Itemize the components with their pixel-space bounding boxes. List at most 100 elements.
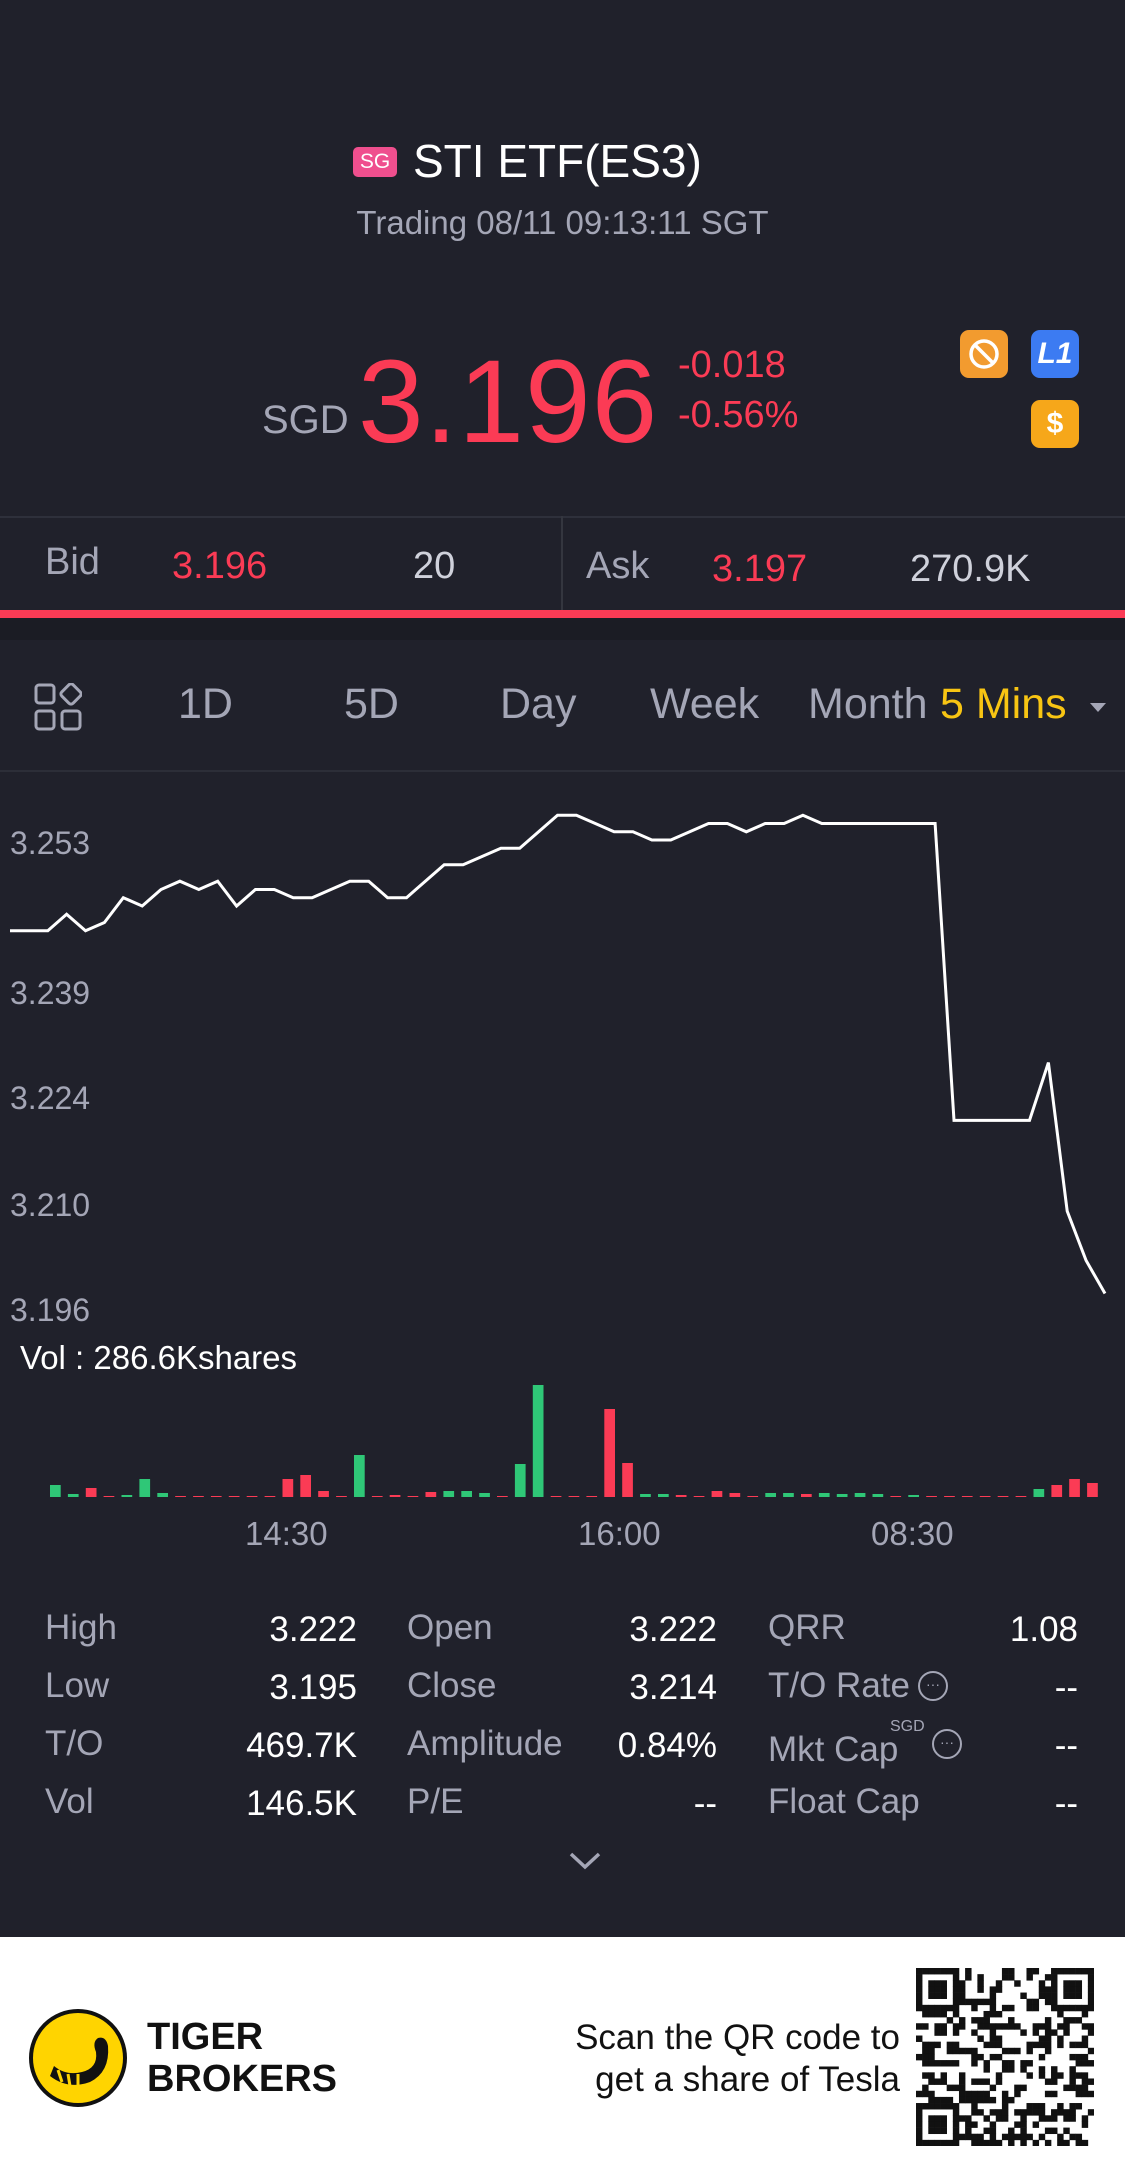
chart-layout-icon[interactable]	[34, 682, 83, 736]
volume-bar	[371, 1496, 383, 1497]
volume-bar	[854, 1493, 866, 1497]
bid-label: Bid	[45, 541, 100, 583]
volume-bar	[300, 1475, 311, 1497]
volume-bar	[264, 1496, 276, 1497]
volume-bar	[121, 1495, 133, 1497]
brand-name: TIGER	[147, 2016, 264, 2058]
price-line	[10, 813, 1107, 1295]
tab-1d[interactable]: 1D	[178, 680, 233, 728]
volume-bar	[50, 1485, 61, 1497]
volume-bar	[926, 1496, 937, 1497]
currency-label: SGD	[262, 398, 349, 442]
volume-bar	[210, 1496, 222, 1497]
volume-bar	[908, 1495, 919, 1497]
volume-bar	[407, 1496, 419, 1497]
stat-value-turnover: 469.7K	[246, 1726, 357, 1765]
stat-value-pe: --	[693, 1784, 717, 1823]
y-tick: 3.196	[10, 1292, 91, 1328]
volume-bar	[783, 1493, 794, 1497]
level1-quote-icon[interactable]: L1	[1031, 330, 1079, 378]
volume-bar	[282, 1479, 294, 1497]
stat-label: Close	[407, 1666, 497, 1705]
x-tick: 16:00	[578, 1515, 661, 1552]
stat-value-mkt-cap: --	[1054, 1726, 1078, 1765]
stat-value-amplitude: 0.84%	[617, 1726, 717, 1765]
price-change-percent: -0.56%	[678, 394, 799, 436]
volume-bar	[1015, 1496, 1027, 1497]
volume-bar	[997, 1496, 1009, 1497]
section-separator	[0, 618, 1125, 640]
volume-bar	[85, 1488, 97, 1497]
bid-size: 20	[413, 545, 456, 587]
volume-bar	[586, 1496, 598, 1497]
no-short-sell-icon[interactable]	[960, 330, 1008, 378]
volume-bar	[640, 1494, 651, 1497]
volume-bar	[461, 1491, 472, 1497]
volume-bar	[711, 1491, 723, 1497]
y-tick: 3.224	[10, 1080, 91, 1116]
volume-bar	[157, 1493, 168, 1497]
tab-week[interactable]: Week	[650, 680, 760, 728]
stat-value-open: 3.222	[629, 1610, 717, 1649]
turnover-rate-info-icon[interactable]: ···	[918, 1671, 948, 1701]
volume-bar	[389, 1495, 401, 1497]
stat-label: QRR	[768, 1608, 846, 1647]
volume-bar	[944, 1496, 955, 1497]
x-tick: 08:30	[871, 1515, 954, 1552]
stat-label: P/E	[407, 1782, 464, 1821]
volume-bar	[550, 1496, 562, 1497]
no-short-sell-glyph	[969, 339, 999, 369]
price-chart[interactable]	[0, 780, 1125, 1520]
ask-label: Ask	[586, 545, 650, 587]
volume-bar	[425, 1492, 437, 1497]
x-tick: 14:30	[245, 1515, 328, 1552]
tab-5d[interactable]: 5D	[344, 680, 399, 728]
stock-title: STI ETF(ES3)	[413, 135, 702, 187]
volume-bar	[318, 1491, 329, 1497]
volume-bar	[1069, 1479, 1080, 1497]
chevron-down-icon[interactable]	[568, 1850, 602, 1872]
volume-bar	[532, 1385, 544, 1497]
stat-label: High	[45, 1608, 117, 1647]
mkt-cap-currency: SGD	[890, 1718, 925, 1735]
volume-bar	[443, 1491, 455, 1497]
volume-bar	[103, 1496, 115, 1497]
volume-bar	[1087, 1483, 1098, 1497]
chart-tab-bar	[0, 640, 1125, 772]
stat-value-low: 3.195	[269, 1668, 357, 1707]
volume-bar	[818, 1493, 830, 1497]
volume-bar	[497, 1496, 508, 1497]
volume-bar	[514, 1464, 526, 1497]
tab-day[interactable]: Day	[500, 680, 577, 728]
volume-bars	[50, 1385, 1098, 1497]
stat-label: Vol	[45, 1782, 94, 1821]
interval-label: 5 Mins	[940, 680, 1067, 728]
volume-bar	[354, 1455, 365, 1497]
price-change: -0.018	[678, 344, 786, 386]
bid-ask-divider	[561, 516, 563, 613]
volume-bar	[175, 1496, 186, 1497]
volume-bar	[801, 1494, 812, 1497]
chevron-down-icon	[1089, 702, 1106, 712]
volume-label: Vol : 286.6Kshares	[20, 1339, 298, 1376]
volume-bar	[890, 1496, 902, 1497]
volume-bar	[979, 1496, 991, 1497]
stat-label: T/O Rate	[768, 1666, 910, 1705]
promo-text: get a share of Tesla	[595, 2060, 900, 2099]
volume-bar	[568, 1496, 580, 1497]
volume-bar	[765, 1493, 776, 1497]
stat-label: Amplitude	[407, 1724, 563, 1763]
interval-selector[interactable]: 5 Mins	[940, 680, 1109, 729]
volume-bar	[67, 1494, 79, 1497]
y-tick: 3.239	[10, 975, 91, 1011]
volume-bar	[622, 1463, 633, 1497]
y-tick: 3.253	[10, 825, 91, 861]
stat-label: Low	[45, 1666, 110, 1705]
dollar-icon[interactable]: $	[1031, 400, 1079, 448]
volume-bar	[139, 1479, 151, 1497]
market-badge: SG	[353, 147, 397, 177]
volume-bar	[193, 1496, 204, 1497]
stat-label: Float Cap	[768, 1782, 920, 1821]
tab-month[interactable]: Month	[808, 680, 928, 728]
mkt-cap-info-icon[interactable]: ···	[932, 1729, 962, 1759]
